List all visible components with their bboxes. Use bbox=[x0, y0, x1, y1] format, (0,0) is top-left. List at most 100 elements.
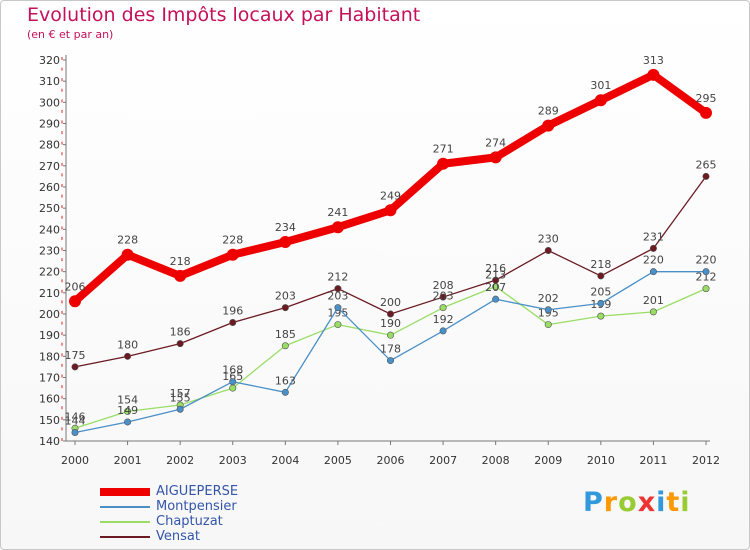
data-label: 196 bbox=[222, 304, 243, 317]
data-point bbox=[702, 285, 710, 293]
x-tick-label: 2002 bbox=[166, 454, 194, 467]
data-point bbox=[594, 94, 607, 107]
data-label: 212 bbox=[327, 271, 348, 284]
data-point bbox=[649, 244, 657, 252]
x-tick-label: 2004 bbox=[271, 454, 299, 467]
data-label: 154 bbox=[117, 393, 138, 406]
data-label: 144 bbox=[65, 415, 86, 428]
data-point bbox=[281, 304, 289, 312]
data-label: 203 bbox=[275, 290, 296, 303]
data-label: 271 bbox=[433, 143, 454, 156]
data-point bbox=[124, 407, 132, 415]
y-tick-label: 300 bbox=[39, 96, 60, 109]
y-tick-label: 290 bbox=[39, 118, 60, 131]
data-point bbox=[71, 429, 79, 437]
x-tick-label: 2008 bbox=[482, 454, 510, 467]
y-tick-label: 190 bbox=[39, 329, 60, 342]
chart-axes: 140 150 160 170 180 190 200 210 220 230 240 250 260 2… bbox=[39, 54, 720, 467]
y-tick-label: 240 bbox=[39, 223, 60, 236]
data-point bbox=[439, 327, 447, 335]
data-point bbox=[649, 268, 657, 276]
data-point bbox=[281, 342, 289, 350]
data-label: 274 bbox=[485, 136, 506, 149]
data-point bbox=[439, 304, 447, 312]
legend-swatch bbox=[100, 521, 150, 523]
data-point bbox=[71, 363, 79, 371]
data-label: 149 bbox=[117, 404, 138, 417]
data-label: 157 bbox=[170, 387, 191, 400]
data-label: 218 bbox=[590, 258, 611, 271]
y-tick-label: 210 bbox=[39, 287, 60, 300]
legend-label: Chaptuzat bbox=[156, 514, 223, 529]
data-point bbox=[279, 236, 292, 249]
logo-letter: r bbox=[603, 487, 619, 518]
legend-swatch bbox=[100, 488, 150, 496]
data-point bbox=[69, 295, 81, 308]
data-label: 228 bbox=[117, 234, 138, 247]
data-label: 205 bbox=[590, 285, 611, 298]
data-point bbox=[597, 272, 605, 280]
x-tick-label: 2000 bbox=[61, 454, 89, 467]
series-vensat: 175 180 186 196 203 212 200 208 216 230 218 231 265 bbox=[65, 158, 717, 371]
data-label: 207 bbox=[485, 281, 506, 294]
data-label: 220 bbox=[696, 254, 717, 267]
y-tick-label: 170 bbox=[39, 372, 60, 385]
data-label: 249 bbox=[380, 189, 401, 202]
data-label: 190 bbox=[380, 317, 401, 330]
data-point bbox=[174, 269, 187, 282]
data-label: 295 bbox=[696, 92, 717, 105]
data-label: 175 bbox=[65, 349, 86, 362]
proxiti-logo: Proxiti bbox=[583, 487, 691, 518]
logo-letter: t bbox=[666, 487, 681, 518]
data-point bbox=[334, 321, 342, 329]
data-label: 231 bbox=[643, 230, 664, 243]
data-point bbox=[386, 310, 394, 318]
data-label: 180 bbox=[117, 338, 138, 351]
legend-swatch bbox=[100, 536, 150, 538]
data-label: 168 bbox=[222, 364, 243, 377]
data-point bbox=[492, 295, 500, 303]
data-point bbox=[647, 68, 660, 81]
data-point bbox=[649, 308, 657, 316]
data-label: 301 bbox=[590, 79, 611, 92]
data-label: 155 bbox=[170, 391, 191, 404]
data-point bbox=[226, 248, 239, 261]
data-point bbox=[544, 321, 552, 329]
data-point bbox=[124, 418, 132, 426]
chart-title: Evolution des Impôts locaux par Habitant bbox=[27, 4, 421, 26]
x-tick-label: 2005 bbox=[324, 454, 352, 467]
y-tick-label: 270 bbox=[39, 160, 60, 173]
data-label: 201 bbox=[643, 294, 664, 307]
x-tick-label: 2001 bbox=[114, 454, 142, 467]
data-point bbox=[700, 106, 712, 119]
data-label: 200 bbox=[380, 296, 401, 309]
data-label: 202 bbox=[538, 292, 559, 305]
data-point bbox=[386, 357, 394, 365]
legend-label: Montpensier bbox=[156, 499, 237, 514]
x-tick-label: 2006 bbox=[377, 454, 405, 467]
data-point bbox=[334, 285, 342, 293]
data-point bbox=[229, 378, 237, 386]
data-label: 178 bbox=[380, 343, 401, 356]
series-aigueperse: 206 228 218 228 234 241 249 271 274 289 301 313 295 bbox=[65, 54, 717, 308]
y-tick-label: 140 bbox=[39, 435, 60, 448]
logo-letter: i bbox=[680, 487, 691, 518]
data-label: 146 bbox=[65, 410, 86, 423]
data-label: 289 bbox=[538, 105, 559, 118]
data-label: 218 bbox=[170, 255, 191, 268]
data-point bbox=[124, 352, 132, 360]
x-tick-label: 2012 bbox=[692, 454, 720, 467]
data-label: 220 bbox=[643, 254, 664, 267]
y-tick-label: 280 bbox=[39, 139, 60, 152]
data-label: 163 bbox=[275, 374, 296, 387]
x-tick-label: 2007 bbox=[429, 454, 457, 467]
data-label: 206 bbox=[65, 280, 86, 293]
y-tick-label: 230 bbox=[39, 245, 60, 258]
series-montpensier: 144 149 155 168 163 203 178 192 207 202 205 220 220 bbox=[65, 254, 717, 437]
data-point bbox=[331, 221, 344, 234]
plot-area: 1751801861962032122002082162302182312651… bbox=[65, 54, 717, 437]
data-point bbox=[437, 157, 450, 170]
legend-swatch bbox=[100, 506, 150, 508]
x-tick-label: 2009 bbox=[534, 454, 562, 467]
